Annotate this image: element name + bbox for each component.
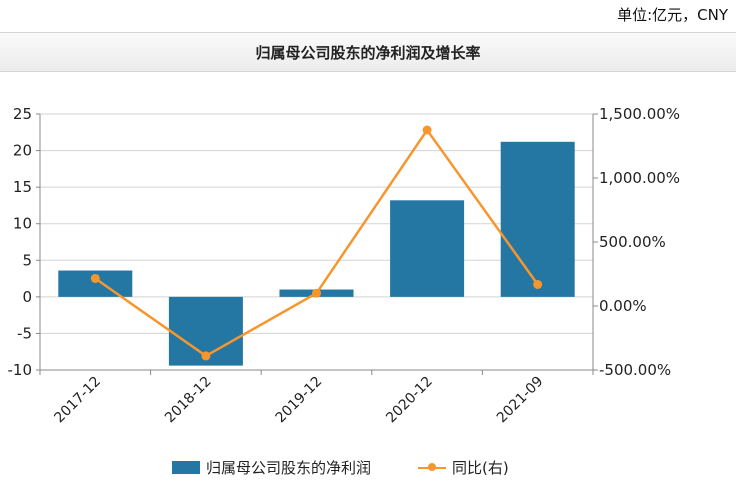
legend-label-net-profit: 归属母公司股东的净利润	[206, 459, 372, 477]
yoy-point-2018-12	[201, 351, 211, 361]
y-right-tick-label: -500.00%	[599, 361, 671, 379]
bar-2020-12	[390, 200, 465, 297]
y-right-tick-label: 0.00%	[599, 297, 647, 315]
chart-title: 归属母公司股东的净利润及增长率	[255, 44, 481, 62]
y-right-tick-label: 500.00%	[599, 233, 666, 251]
yoy-point-2017-12	[90, 273, 100, 283]
x-tick-label: 2017-12	[51, 374, 104, 427]
legend-item-net-profit[interactable]: 归属母公司股东的净利润	[172, 457, 371, 478]
x-tick-label: 2021-09	[494, 374, 547, 427]
chart-title-bar: 归属母公司股东的净利润及增长率	[0, 32, 736, 72]
x-tick-label: 2019-12	[273, 374, 326, 427]
legend-swatch-line	[418, 461, 446, 474]
legend-swatch-bar	[172, 461, 200, 474]
yoy-point-2021-09	[533, 279, 543, 289]
y-left-tick-label: -5	[17, 324, 32, 342]
y-right-tick-label: 1,500.00%	[599, 105, 680, 123]
bar-2021-09	[500, 141, 575, 297]
x-tick-label: 2018-12	[162, 374, 215, 427]
y-left-tick-label: -10	[8, 361, 33, 379]
y-left-tick-label: 0	[22, 288, 32, 306]
yoy-point-2020-12	[422, 125, 432, 135]
y-left-tick-label: 25	[13, 105, 32, 123]
yoy-line	[94, 127, 539, 358]
legend-item-yoy[interactable]: 同比(右)	[418, 457, 509, 478]
legend-label-yoy: 同比(右)	[452, 459, 509, 477]
y-left-tick-label: 10	[13, 215, 32, 233]
chart-legend: 归属母公司股东的净利润 同比(右)	[0, 457, 736, 479]
x-tick-label: 2020-12	[383, 374, 436, 427]
yoy-point-2019-12	[312, 288, 321, 298]
y-left-tick-label: 5	[22, 251, 32, 269]
y-left-tick-label: 20	[13, 142, 32, 160]
chart-area: -10 -5 0 5 10 15 20 25 -500.00% 0.00% 500.00% 1,000…	[8, 105, 681, 427]
y-right-tick-label: 1,000.00%	[599, 169, 680, 187]
y-left-tick-label: 15	[13, 178, 32, 196]
unit-label: 单位:亿元，CNY	[617, 6, 728, 24]
